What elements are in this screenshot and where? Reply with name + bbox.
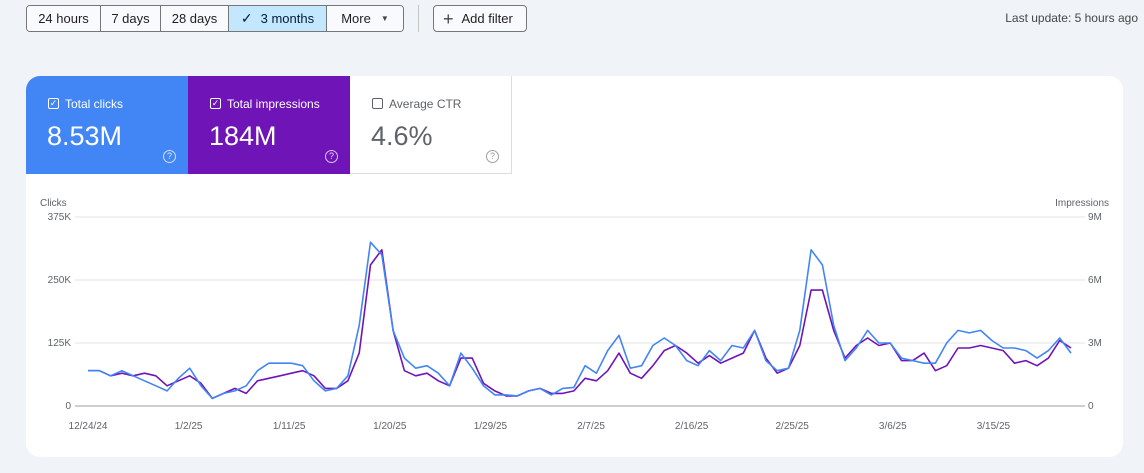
metric-value: 8.53M — [47, 121, 123, 151]
metric-tiles: ✓ Total clicks 8.53M ? ✓ Total impressio… — [26, 76, 1123, 174]
x-tick-label: 1/20/25 — [373, 421, 407, 432]
metric-label: Total clicks — [65, 97, 124, 111]
last-update-text: Last update: 5 hours ago — [1005, 11, 1138, 25]
checkbox-checked-icon[interactable]: ✓ — [210, 98, 221, 109]
metric-label: Total impressions — [227, 97, 320, 111]
range-24-hours-label: 24 hours — [38, 11, 89, 26]
range-3-months-label: 3 months — [260, 11, 315, 26]
metric-tile-total-impressions[interactable]: ✓ Total impressions 184M ? — [188, 76, 350, 174]
left-tick-label: 0 — [65, 401, 71, 412]
check-icon: ✓ — [240, 10, 253, 26]
x-tick-label: 2/16/25 — [675, 421, 709, 432]
range-28-days-label: 28 days — [171, 11, 218, 26]
x-tick-label: 1/29/25 — [474, 421, 508, 432]
add-filter-label: Add filter — [461, 11, 513, 26]
range-24-hours-button[interactable]: 24 hours — [27, 6, 101, 31]
performance-chart[interactable]: Clicks Impressions 375K 9M 250K 6M 125K 3M 0 0 12/… — [26, 76, 1123, 457]
toolbar-divider — [418, 5, 419, 32]
checkbox-checked-icon[interactable]: ✓ — [48, 98, 59, 109]
range-more-button[interactable]: More ▼ — [327, 6, 403, 31]
range-7-days-label: 7 days — [111, 11, 150, 26]
left-tick-label: 125K — [48, 338, 72, 349]
help-icon[interactable]: ? — [486, 150, 499, 163]
checkbox-unchecked-icon[interactable] — [372, 98, 383, 109]
clicks-series-line — [88, 241, 1072, 400]
x-tick-label: 3/6/25 — [879, 421, 907, 432]
impressions-series-line — [88, 249, 1072, 400]
add-filter-button[interactable]: + Add filter — [433, 5, 527, 32]
x-tick-label: 2/25/25 — [776, 421, 810, 432]
x-tick-label: 1/11/25 — [273, 421, 306, 432]
right-tick-label: 3M — [1088, 338, 1102, 349]
date-range-selector: 24 hours 7 days 28 days ✓ 3 months More … — [26, 5, 404, 32]
x-tick-label: 3/15/25 — [977, 421, 1011, 432]
range-7-days-button[interactable]: 7 days — [101, 6, 161, 31]
help-icon[interactable]: ? — [325, 150, 338, 163]
range-3-months-button[interactable]: ✓ 3 months — [229, 6, 327, 31]
right-tick-label: 6M — [1088, 275, 1102, 286]
range-more-label: More — [341, 11, 371, 26]
right-tick-label: 0 — [1088, 401, 1094, 412]
left-tick-label: 250K — [48, 275, 72, 286]
plus-icon: + — [443, 8, 454, 29]
x-tick-label: 2/7/25 — [577, 421, 605, 432]
metric-tile-average-ctr[interactable]: Average CTR 4.6% ? — [350, 76, 512, 174]
range-28-days-button[interactable]: 28 days — [161, 6, 229, 31]
x-tick-label: 1/2/25 — [175, 421, 203, 432]
caret-down-icon: ▼ — [380, 14, 389, 23]
left-axis-title: Clicks — [40, 198, 67, 209]
right-axis-title: Impressions — [1055, 198, 1109, 209]
metric-value: 4.6% — [371, 121, 433, 151]
left-tick-label: 375K — [48, 212, 72, 223]
metric-value: 184M — [209, 121, 277, 151]
x-tick-label: 12/24/24 — [69, 421, 108, 432]
metric-label: Average CTR — [389, 97, 462, 111]
metric-tile-total-clicks[interactable]: ✓ Total clicks 8.53M ? — [26, 76, 188, 174]
performance-card: ✓ Total clicks 8.53M ? ✓ Total impressio… — [26, 76, 1123, 457]
help-icon[interactable]: ? — [163, 150, 176, 163]
right-tick-label: 9M — [1088, 212, 1102, 223]
